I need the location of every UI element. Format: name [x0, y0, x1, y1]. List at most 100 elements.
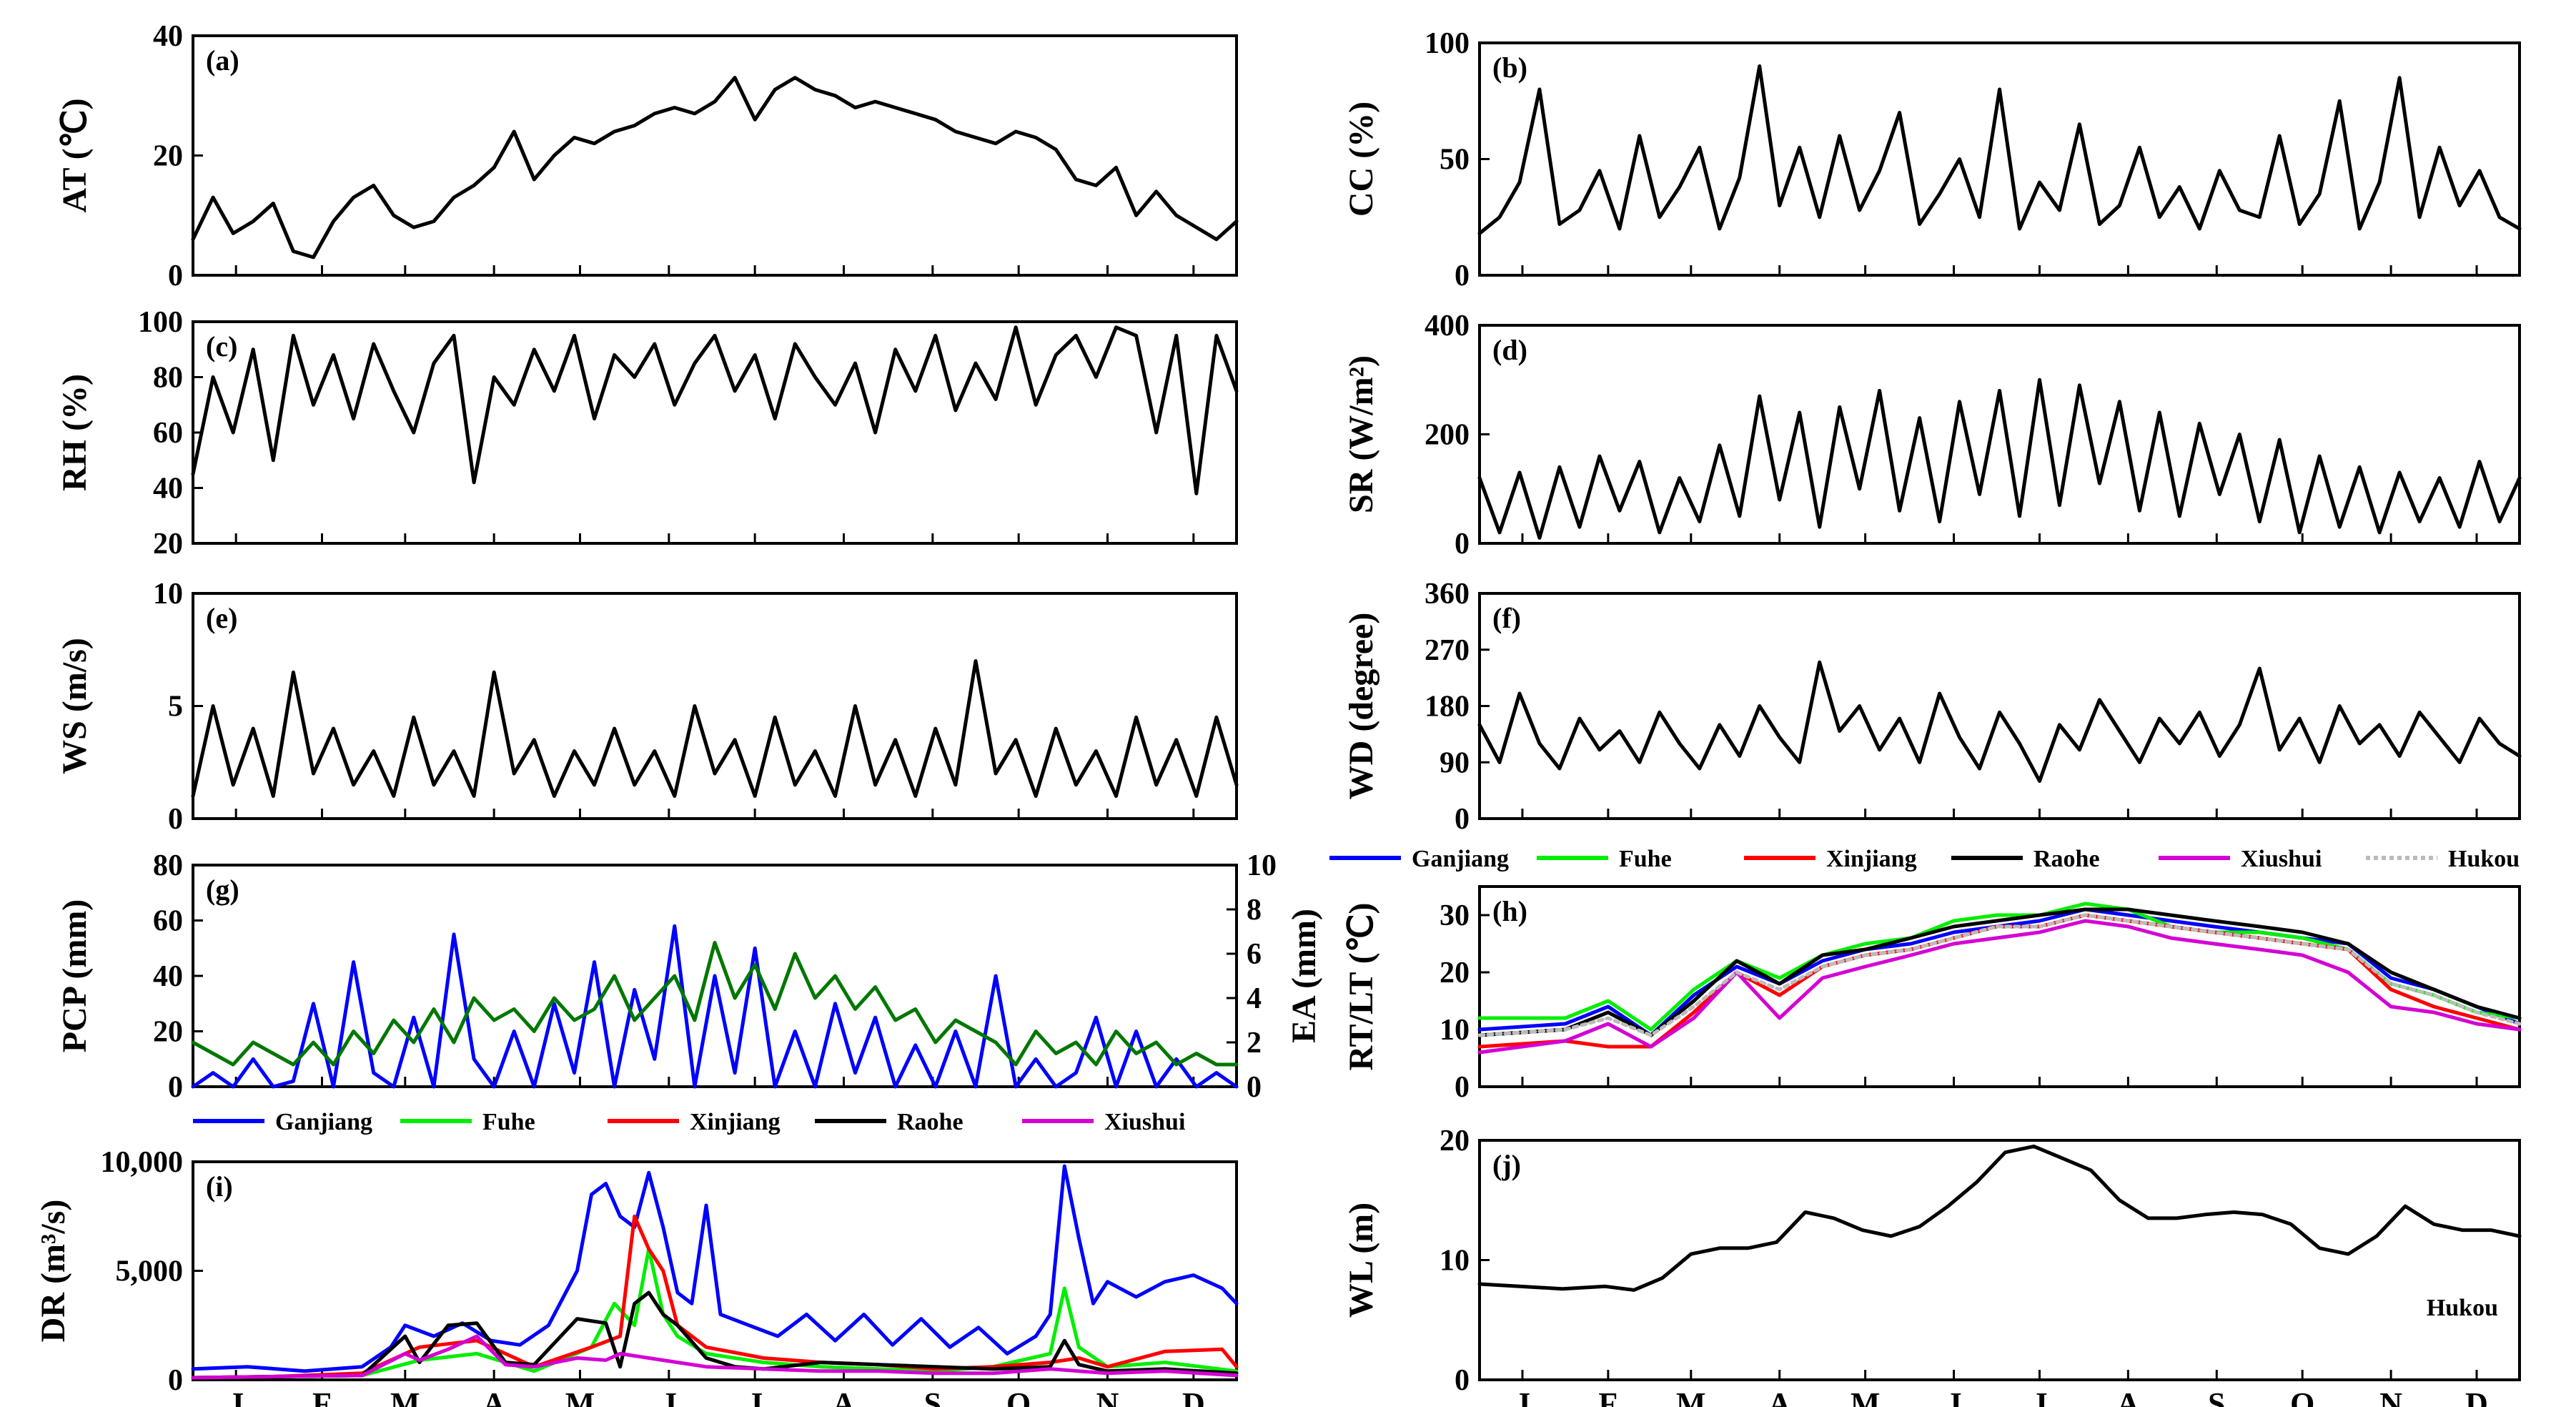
panel-h: (h) 0 10 20 30 RT/LT (℃) Ganjiang Fuhe Xinjiang R…	[1329, 846, 2522, 1104]
legend-label-raohe: Raohe	[897, 1109, 963, 1135]
legend-label-xinjiang: Xinjiang	[1826, 846, 1917, 872]
plot-frame	[1478, 592, 2521, 820]
series-pcp	[191, 924, 1239, 1089]
y-tick-label: 60	[153, 905, 183, 938]
plot-frame	[1478, 1139, 2521, 1381]
month-label: S	[924, 1386, 941, 1407]
y-tick-label: 10	[1440, 1245, 1470, 1278]
series-at	[191, 76, 1239, 260]
series-ea	[191, 941, 1239, 1067]
panel-a: (a) 0 20 40 AT (℃)	[56, 20, 1239, 292]
y-tick-label: 5	[168, 691, 183, 724]
y-right-axis-label: EA (mm)	[1285, 909, 1323, 1043]
series-wd	[1477, 660, 2522, 783]
month-label: N	[1096, 1386, 1119, 1407]
y-tick-label: 40	[153, 473, 183, 505]
y-tick-label: 80	[153, 362, 183, 395]
legend-label-fuhe: Fuhe	[1619, 846, 1672, 872]
month-label: O	[2290, 1386, 2314, 1407]
panel-label: (c)	[206, 330, 237, 362]
month-label: J	[747, 1386, 763, 1407]
y-tick-label: 0	[168, 1071, 183, 1104]
y-tick-label: 0	[1455, 1364, 1470, 1397]
y-tick-label: 0	[1455, 260, 1470, 292]
month-label: J	[1946, 1386, 1962, 1407]
y-tick-label: 270	[1425, 634, 1470, 667]
plot-frame	[192, 320, 1238, 545]
y-tick-label: 20	[153, 140, 183, 173]
panel-label: (h)	[1492, 895, 1527, 927]
legend-h: Ganjiang Fuhe Xinjiang Raohe Xiushui Hukou	[1329, 846, 2520, 872]
y-tick-label: 5,000	[116, 1255, 184, 1288]
month-label: M	[390, 1386, 420, 1407]
panel-f: (f) 0 90 180 270 360 WD (degree)	[1342, 578, 2522, 836]
series-fuhe	[191, 1247, 1239, 1380]
month-label: O	[1006, 1386, 1031, 1407]
panel-e: (e) 0 5 10 WS (m/s)	[56, 578, 1239, 836]
panel-label: (f)	[1492, 602, 1521, 634]
y-right-tick-label: 4	[1247, 982, 1262, 1015]
y-tick-label: 60	[153, 417, 183, 450]
series-raohe	[191, 1290, 1239, 1380]
panel-i: (i) 0 5,000 10,000 DR (m³/s) J F M A M J J A S O N D Ganj…	[34, 1109, 1239, 1407]
y-axis-label: RT/LT (℃)	[1342, 903, 1380, 1071]
legend-label-ganjiang: Ganjiang	[1412, 846, 1509, 872]
y-tick-label: 0	[168, 803, 183, 836]
y-tick-label: 10	[153, 578, 183, 611]
month-label: M	[1851, 1386, 1881, 1407]
panel-label: (i)	[206, 1170, 233, 1203]
panel-label: (b)	[1492, 51, 1527, 84]
y-tick-label: 0	[1455, 1071, 1470, 1104]
y-axis-label: AT (℃)	[56, 98, 94, 212]
month-label: F	[1598, 1386, 1618, 1407]
y-tick-label: 360	[1425, 578, 1470, 611]
y-tick-label: 0	[168, 1364, 183, 1397]
y-right-tick-label: 8	[1247, 894, 1262, 927]
month-label: J	[661, 1386, 677, 1407]
plot-frame	[192, 592, 1238, 820]
legend-label-ganjiang: Ganjiang	[275, 1109, 372, 1135]
legend-label-xiushui: Xiushui	[2241, 846, 2322, 872]
month-label: A	[2116, 1386, 2139, 1407]
y-tick-label: 0	[168, 260, 183, 292]
legend-label-xiushui: Xiushui	[1104, 1109, 1185, 1135]
series-xiushui	[191, 1334, 1239, 1380]
y-axis-label: CC (%)	[1342, 102, 1380, 217]
plot-frame	[1478, 885, 2521, 1088]
panel-c: (c) 20 40 60 80 100 RH (%)	[56, 306, 1239, 561]
series-cc	[1477, 64, 2522, 235]
y-axis-label: PCP (mm)	[56, 899, 94, 1053]
y-tick-label: 50	[1440, 144, 1470, 177]
y-tick-label: 20	[153, 528, 183, 561]
legend-label-fuhe: Fuhe	[482, 1109, 535, 1135]
legend-label-raohe: Raohe	[2033, 846, 2100, 872]
month-label: S	[2208, 1386, 2225, 1407]
y-tick-label: 80	[153, 849, 183, 882]
y-tick-label: 0	[1455, 528, 1470, 561]
y-tick-label: 40	[153, 20, 183, 53]
y-right-tick-label: 10	[1247, 849, 1277, 882]
series-sr	[1477, 377, 2522, 540]
y-axis-label: WD (degree)	[1342, 613, 1380, 800]
month-label: M	[565, 1386, 595, 1407]
y-tick-label: 20	[153, 1016, 183, 1049]
month-label: M	[1676, 1386, 1706, 1407]
y-axis-label: WS (m/s)	[56, 638, 94, 774]
y-tick-label: 10	[1440, 1014, 1470, 1047]
plot-frame	[192, 34, 1238, 277]
y-tick-label: 100	[138, 306, 183, 339]
month-label: J	[2031, 1386, 2047, 1407]
series-fuhe	[1477, 902, 2522, 1032]
month-label: J	[1515, 1386, 1530, 1407]
y-tick-label: 40	[153, 960, 183, 993]
month-label: F	[312, 1386, 332, 1407]
panel-b: (b) 0 50 100 CC (%)	[1342, 27, 2522, 292]
series-hukou	[1477, 1144, 2522, 1292]
y-axis-label: DR (m³/s)	[34, 1200, 72, 1343]
y-tick-label: 20	[1440, 1125, 1470, 1157]
panel-label: (d)	[1492, 334, 1527, 366]
panel-j: (j) 0 10 20 WL (m) J F M A M J J A S O N D Hukou	[1342, 1125, 2522, 1407]
series-xiushui	[1477, 919, 2522, 1055]
y-right-tick-label: 6	[1247, 938, 1262, 971]
